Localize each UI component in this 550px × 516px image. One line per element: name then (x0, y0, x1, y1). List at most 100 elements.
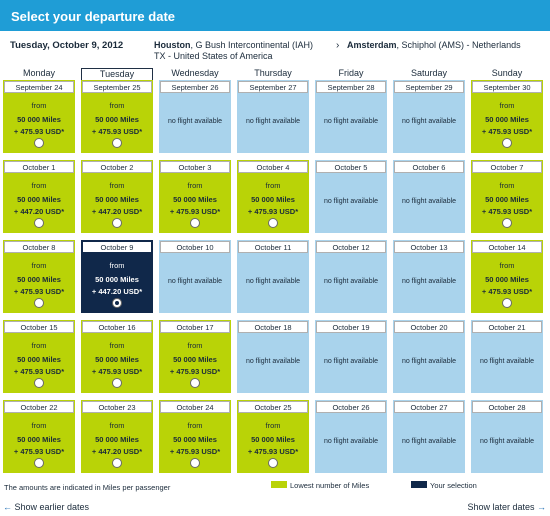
date-radio-button[interactable] (190, 218, 200, 228)
no-flight-label: no flight available (167, 278, 223, 285)
date-cell-date: October 26 (316, 401, 386, 413)
date-cell[interactable]: October 22 from 50 000 Miles + 475.93 USD* (3, 400, 75, 473)
date-cell-date: October 10 (160, 241, 230, 253)
date-cell-date: October 19 (316, 321, 386, 333)
date-cell-date: October 28 (472, 401, 542, 413)
date-radio-button[interactable] (34, 138, 44, 148)
date-cell-date: October 24 (160, 401, 230, 413)
fare-miles: 50 000 Miles (485, 195, 529, 204)
date-radio-button[interactable] (112, 458, 122, 468)
date-cell[interactable]: October 24 from 50 000 Miles + 475.93 USD* (159, 400, 231, 473)
fare-from-label: from (109, 101, 125, 110)
date-cell[interactable]: September 25 from 50 000 Miles + 475.93 USD… (81, 80, 153, 153)
date-radio-button[interactable] (112, 298, 122, 308)
date-cell[interactable]: October 9 from 50 000 Miles + 447.20 USD* (81, 240, 153, 313)
calendar-grid: September 24 from 50 000 Miles + 475.93 USD… (3, 80, 547, 480)
arrow-left-icon: ← (3, 502, 12, 512)
date-cell: September 28 no flight available (315, 80, 387, 153)
date-cell[interactable]: October 4 from 50 000 Miles + 475.93 USD* (237, 160, 309, 233)
no-flight-label: no flight available (401, 358, 457, 365)
no-flight-label: no flight available (323, 438, 379, 445)
date-cell: September 26 no flight available (159, 80, 231, 153)
fare-from-label: from (187, 341, 203, 350)
no-flight-label: no flight available (323, 118, 379, 125)
weekday-header-thursday: Thursday (254, 68, 292, 78)
fare-from-label: from (109, 261, 125, 270)
date-cell[interactable]: September 24 from 50 000 Miles + 475.93 USD… (3, 80, 75, 153)
date-radio-button[interactable] (34, 218, 44, 228)
fare-price: + 475.93 USD* (481, 127, 533, 136)
fare-price: + 447.20 USD* (91, 287, 143, 296)
date-cell: October 19 no flight available (315, 320, 387, 393)
date-cell-date: October 16 (82, 321, 152, 333)
date-cell[interactable]: October 23 from 50 000 Miles + 447.20 USD* (81, 400, 153, 473)
date-cell-date: October 23 (82, 401, 152, 413)
date-cell[interactable]: October 8 from 50 000 Miles + 475.93 USD* (3, 240, 75, 313)
date-cell: October 13 no flight available (393, 240, 465, 313)
date-cell: October 27 no flight available (393, 400, 465, 473)
fare-miles: 50 000 Miles (95, 115, 139, 124)
date-cell: October 12 no flight available (315, 240, 387, 313)
show-later-dates-link[interactable]: Show later dates → (467, 502, 546, 512)
no-flight-label: no flight available (401, 198, 457, 205)
legend-lowest-label: Lowest number of Miles (290, 481, 370, 490)
no-flight-label: no flight available (245, 278, 301, 285)
date-cell-date: September 27 (238, 81, 308, 93)
fare-miles: 50 000 Miles (95, 195, 139, 204)
date-radio-button[interactable] (502, 218, 512, 228)
date-radio-button[interactable] (502, 298, 512, 308)
date-radio-button[interactable] (268, 218, 278, 228)
date-cell-date: October 17 (160, 321, 230, 333)
date-cell-date: October 3 (160, 161, 230, 173)
fare-price: + 475.93 USD* (247, 447, 299, 456)
date-cell[interactable]: October 14 from 50 000 Miles + 475.93 USD* (471, 240, 543, 313)
fare-miles: 50 000 Miles (173, 355, 217, 364)
date-radio-button[interactable] (268, 458, 278, 468)
date-cell-date: September 28 (316, 81, 386, 93)
date-cell-date: October 12 (316, 241, 386, 253)
date-cell[interactable]: October 16 from 50 000 Miles + 475.93 USD* (81, 320, 153, 393)
fare-miles: 50 000 Miles (17, 195, 61, 204)
date-cell-date: October 7 (472, 161, 542, 173)
fare-price: + 475.93 USD* (481, 287, 533, 296)
date-cell[interactable]: October 2 from 50 000 Miles + 447.20 USD* (81, 160, 153, 233)
date-radio-button[interactable] (112, 378, 122, 388)
date-cell-date: October 14 (472, 241, 542, 253)
show-earlier-dates-link[interactable]: ← Show earlier dates (3, 502, 89, 512)
date-radio-button[interactable] (502, 138, 512, 148)
date-radio-button[interactable] (112, 218, 122, 228)
date-radio-button[interactable] (34, 298, 44, 308)
fare-price: + 475.93 USD* (13, 287, 65, 296)
date-cell-date: October 13 (394, 241, 464, 253)
date-cell[interactable]: October 25 from 50 000 Miles + 475.93 USD* (237, 400, 309, 473)
arrow-right-icon: → (537, 502, 546, 512)
fare-miles: 50 000 Miles (95, 355, 139, 364)
date-cell[interactable]: October 7 from 50 000 Miles + 475.93 USD* (471, 160, 543, 233)
destination-city: Amsterdam (347, 40, 397, 50)
date-cell-date: September 26 (160, 81, 230, 93)
date-cell-date: October 22 (4, 401, 74, 413)
fare-price: + 475.93 USD* (13, 447, 65, 456)
date-cell: October 18 no flight available (237, 320, 309, 393)
date-radio-button[interactable] (34, 378, 44, 388)
origin-city: Houston (154, 40, 191, 50)
fare-price: + 475.93 USD* (481, 207, 533, 216)
date-radio-button[interactable] (190, 458, 200, 468)
date-cell[interactable]: October 3 from 50 000 Miles + 475.93 USD* (159, 160, 231, 233)
date-radio-button[interactable] (34, 458, 44, 468)
date-cell[interactable]: October 15 from 50 000 Miles + 475.93 USD* (3, 320, 75, 393)
fare-from-label: from (187, 421, 203, 430)
departure-date: Tuesday, October 9, 2012 (10, 40, 124, 51)
fare-miles: 50 000 Miles (485, 275, 529, 284)
show-later-dates-label: Show later dates (467, 502, 535, 512)
fare-from-label: from (31, 341, 47, 350)
weekday-header-friday: Friday (338, 68, 364, 78)
origin-airport: , G Bush Intercontinental (IAH) (190, 40, 314, 50)
date-cell[interactable]: October 1 from 50 000 Miles + 447.20 USD* (3, 160, 75, 233)
date-radio-button[interactable] (190, 378, 200, 388)
date-cell[interactable]: September 30 from 50 000 Miles + 475.93 USD… (471, 80, 543, 153)
fare-miles: 50 000 Miles (95, 275, 139, 284)
date-radio-button[interactable] (112, 138, 122, 148)
date-cell[interactable]: October 17 from 50 000 Miles + 475.93 USD* (159, 320, 231, 393)
date-cell-date: September 29 (394, 81, 464, 93)
